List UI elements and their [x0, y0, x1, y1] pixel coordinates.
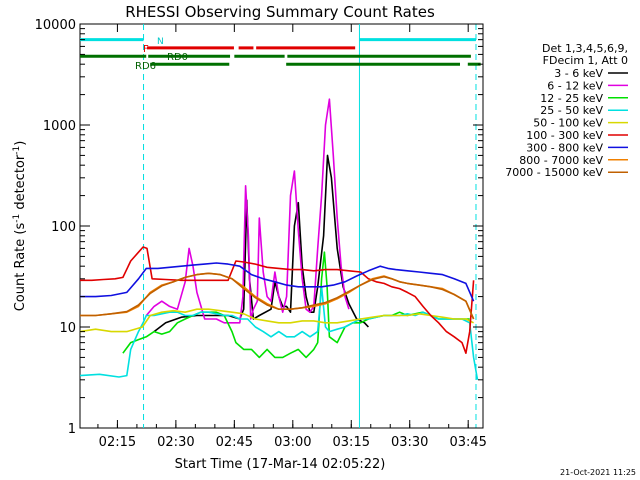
legend-header-line-1: Det 1,3,4,5,6,9,: [542, 42, 628, 55]
y-label-sup1: -1: [12, 214, 22, 223]
flag-label-n: N: [157, 37, 164, 47]
marker-layer: [143, 24, 477, 428]
legend-label-800-7000-kev: 800 - 7000 keV: [519, 154, 603, 167]
legend-label-300-800-kev: 300 - 800 keV: [526, 141, 603, 154]
legend-label-6-12-kev: 6 - 12 keV: [547, 79, 603, 92]
x-tick-label-6: 03:30: [391, 435, 428, 450]
legend-label-12-25-kev: 12 - 25 keV: [540, 92, 603, 105]
x-tick-label-2: 02:30: [157, 435, 194, 450]
y-tick-label-2: 10: [59, 321, 76, 336]
series-line-12-25-kev: [122, 251, 470, 359]
series-layer: [79, 98, 479, 380]
flag-label-f: F: [143, 44, 149, 55]
y-tick-label-5: 10000: [35, 18, 76, 33]
flag-label-rd6: RD6: [135, 61, 156, 72]
y-label-sup2: -1: [12, 146, 22, 155]
series-line-100-300-kev: [80, 246, 475, 354]
plot-frame: [79, 23, 484, 429]
y-label-end: ): [13, 141, 28, 146]
y-axis-label: Count Rate (s-1 detector-1): [12, 141, 28, 312]
x-axis-label: Start Time (17-Mar-14 02:05:22): [175, 457, 386, 472]
y-tick-label-1: 1: [68, 422, 76, 437]
x-ticks: 02:15 02:30 02:45 03:00 03:15 03:30 03:45: [97, 24, 487, 450]
legend-label-50-100-kev: 50 - 100 keV: [533, 117, 603, 130]
y-label-mid: detector: [13, 154, 28, 214]
legend-label-3-6-kev: 3 - 6 keV: [554, 67, 603, 80]
x-tick-label-4: 03:00: [274, 435, 311, 450]
x-tick-label-3: 02:45: [216, 435, 253, 450]
legend-label-100-300-kev: 100 - 300 keV: [526, 129, 603, 142]
legend-label-25-50-kev: 25 - 50 keV: [540, 104, 603, 117]
series-line-300-800-kev: [80, 262, 475, 302]
legend: Det 1,3,4,5,6,9, FDecim 1, Att 0 3 - 6 k…: [505, 42, 628, 179]
x-tick-label-1: 02:15: [99, 435, 136, 450]
x-tick-label-7: 03:45: [449, 435, 486, 450]
flag-label-rd0: RD0: [167, 52, 188, 63]
y-tick-label-3: 100: [51, 220, 76, 235]
legend-header-line-2: FDecim 1, Att 0: [543, 54, 628, 67]
y-tick-label-4: 1000: [43, 119, 76, 134]
series-line-6-12-kev: [145, 98, 350, 324]
svg-text:Count Rate (s-1 detector-1): Count Rate (s-1 detector-1): [12, 141, 28, 312]
chart-title: RHESSI Observing Summary Count Rates: [125, 3, 435, 21]
y-ticks: 1 10 100 1000 10000: [35, 18, 483, 437]
series-line-7000-15000-kev: [80, 272, 475, 320]
legend-label-7000-15000-kev: 7000 - 15000 keV: [505, 166, 603, 179]
y-label-main: Count Rate (s: [13, 223, 28, 312]
series-line-50-100-kev: [79, 308, 474, 333]
plot-area: 02:15 02:30 02:45 03:00 03:15 03:30 03:45 1101…: [35, 18, 487, 450]
x-tick-label-5: 03:15: [333, 435, 370, 450]
footer-timestamp: 21-Oct-2021 11:25: [560, 468, 636, 477]
